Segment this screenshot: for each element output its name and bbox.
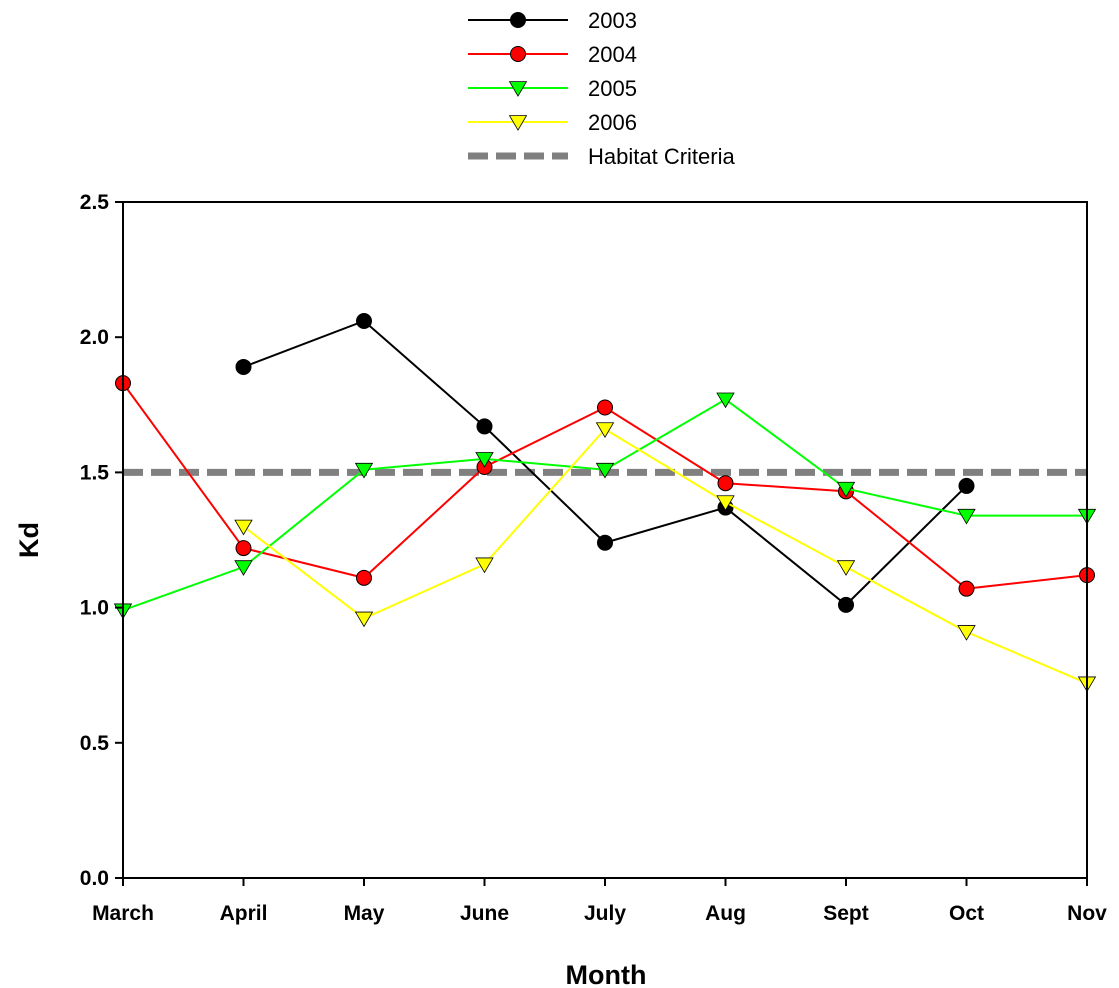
y-tick-label: 1.0: [80, 597, 109, 620]
data-point-2003-April: [235, 358, 252, 375]
data-point-2005-April: [234, 560, 253, 576]
data-point-2004-April: [235, 540, 252, 557]
data-point-2005-June: [475, 452, 494, 468]
legend-marker: [510, 46, 526, 62]
legend-item-2003: 2003: [468, 8, 637, 33]
legend: 2003 2004 2005 2006 Habitat Criteria: [468, 8, 735, 169]
data-point-2003-June: [476, 418, 493, 435]
y-tick-label: 2.0: [80, 326, 109, 349]
data-point-2004-May: [356, 569, 372, 586]
x-tick-label: Oct: [949, 902, 984, 925]
x-axis-label: Month: [566, 960, 647, 988]
legend-item-2004: 2004: [468, 42, 637, 67]
data-point-2006-April: [234, 519, 253, 536]
y-axis-label: Kd: [14, 522, 44, 558]
y-tick-label: 1.5: [80, 461, 110, 484]
data-point-2006-Oct: [957, 625, 976, 641]
legend-marker: [508, 115, 528, 131]
series-2006: [234, 422, 1097, 693]
data-point-2004-Oct: [958, 580, 975, 597]
x-tick-label: July: [584, 902, 626, 925]
x-tick-label: Aug: [705, 902, 746, 925]
data-point-2006-July: [595, 422, 615, 438]
data-point-2006-May: [354, 611, 374, 628]
x-tick-label: May: [344, 902, 385, 925]
x-tick-label: April: [220, 902, 268, 925]
data-point-2006-Aug: [716, 495, 735, 512]
x-tick-label: June: [460, 902, 509, 925]
y-tick-label: 0.0: [80, 867, 109, 890]
data-point-2005-Sept: [836, 481, 856, 498]
legend-label: 2003: [588, 8, 637, 33]
plot-area: [113, 312, 1097, 693]
legend-label: 2005: [588, 76, 637, 101]
legend-label: Habitat Criteria: [588, 144, 735, 169]
data-point-2005-May: [354, 462, 374, 479]
y-tick-label: 0.5: [80, 732, 110, 755]
legend-item-2005: 2005: [468, 76, 637, 101]
legend-label: 2006: [588, 110, 637, 135]
data-point-2005-July: [595, 462, 615, 479]
x-tick-label: March: [92, 902, 154, 925]
data-point-2003-May: [356, 312, 372, 329]
legend-item-2006: 2006: [468, 110, 637, 135]
legend-marker: [510, 12, 526, 28]
legend-item-habitat-criteria: Habitat Criteria: [468, 144, 735, 169]
legend-label: 2004: [588, 42, 637, 67]
data-point-2005-Aug: [716, 392, 735, 409]
data-point-2004-Aug: [717, 475, 734, 492]
x-tick-label: Nov: [1067, 902, 1107, 925]
data-point-2004-July: [597, 399, 613, 416]
y-tick-label: 2.5: [80, 191, 110, 214]
data-point-2005-Oct: [957, 508, 976, 525]
legend-marker: [508, 81, 528, 97]
x-tick-label: Sept: [823, 902, 869, 925]
data-point-2003-Sept: [838, 596, 854, 613]
data-point-2003-Oct: [958, 477, 975, 494]
series-2004: [115, 375, 1095, 597]
data-point-2003-July: [597, 534, 613, 551]
series-line-2006: [242, 427, 1088, 685]
data-point-2006-Sept: [836, 560, 856, 576]
axes: 0.0 0.5 1.0 1.5 2.0 2.5 March April May June July A…: [80, 191, 1107, 925]
data-point-2006-June: [475, 557, 494, 574]
